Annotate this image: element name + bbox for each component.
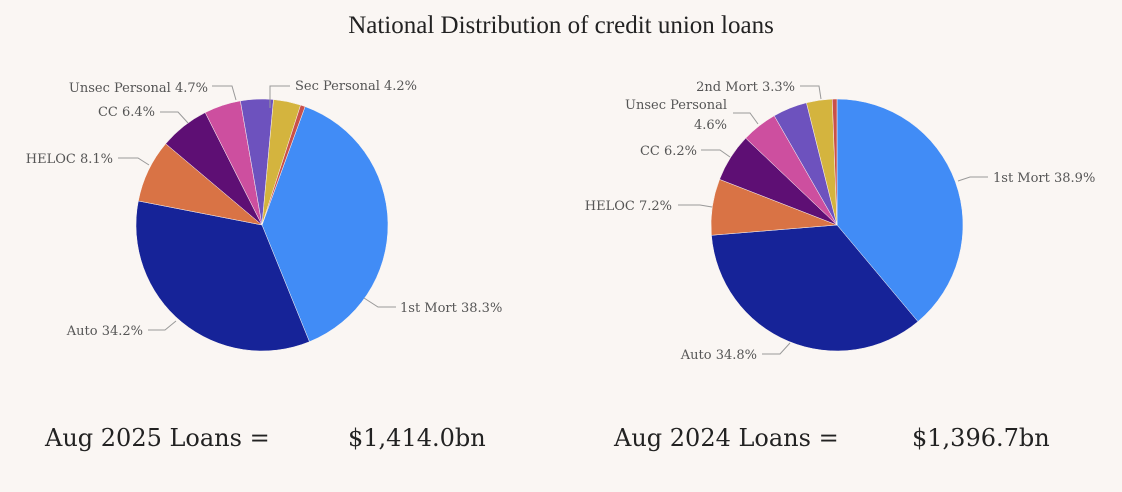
- leader-line: [733, 112, 759, 125]
- label-auto-2025: Auto 34.2%: [66, 324, 143, 339]
- leader-line: [800, 85, 822, 100]
- pie-slice-auto: [135, 200, 310, 352]
- pie-slice-other-7: [831, 98, 838, 226]
- label-heloc-2025: HELOC 8.1%: [26, 152, 113, 167]
- pie-slice-auto: [711, 224, 919, 352]
- leader-line: [363, 297, 396, 308]
- label-2nd-mort-2024: 2nd Mort 3.3%: [696, 80, 795, 95]
- pie-slice-1st-mort: [836, 98, 964, 322]
- label-unsec-personal-2025: Unsec Personal 4.7%: [69, 81, 208, 96]
- label-1st-mort-2024: 1st Mort 38.9%: [993, 171, 1095, 186]
- pie-aug-2024: [710, 98, 964, 352]
- leader-line: [957, 176, 988, 182]
- leader-line: [762, 342, 791, 355]
- label-heloc-2024: HELOC 7.2%: [585, 199, 672, 214]
- leader-line: [160, 111, 189, 124]
- label-auto-2024: Auto 34.8%: [680, 348, 757, 363]
- leader-line: [701, 149, 731, 158]
- label-unsec-personal-2024-pct: 4.6%: [694, 118, 727, 133]
- total-label-2024: Aug 2024 Loans =: [614, 424, 839, 452]
- total-value-2024: $1,396.7bn: [912, 424, 1050, 452]
- label-cc-2024: CC 6.2%: [640, 144, 697, 159]
- label-1st-mort-2025: 1st Mort 38.3%: [400, 301, 502, 316]
- leader-line: [212, 85, 237, 101]
- leader-line: [118, 157, 150, 166]
- pie-aug-2025: [135, 98, 389, 352]
- leader-line: [148, 320, 177, 331]
- pie-slice-1st-mort: [261, 106, 389, 343]
- label-sec-personal-2025: Sec Personal 4.2%: [295, 79, 417, 94]
- chart-title: National Distribution of credit union lo…: [348, 12, 774, 39]
- leader-line: [269, 85, 290, 108]
- leader-line: [678, 204, 713, 208]
- total-value-2025: $1,414.0bn: [348, 424, 486, 452]
- label-cc-2025: CC 6.4%: [98, 105, 155, 120]
- label-unsec-personal-2024: Unsec Personal: [625, 98, 727, 113]
- pie-slice-other-7: [261, 104, 306, 226]
- total-label-2025: Aug 2025 Loans =: [45, 424, 270, 452]
